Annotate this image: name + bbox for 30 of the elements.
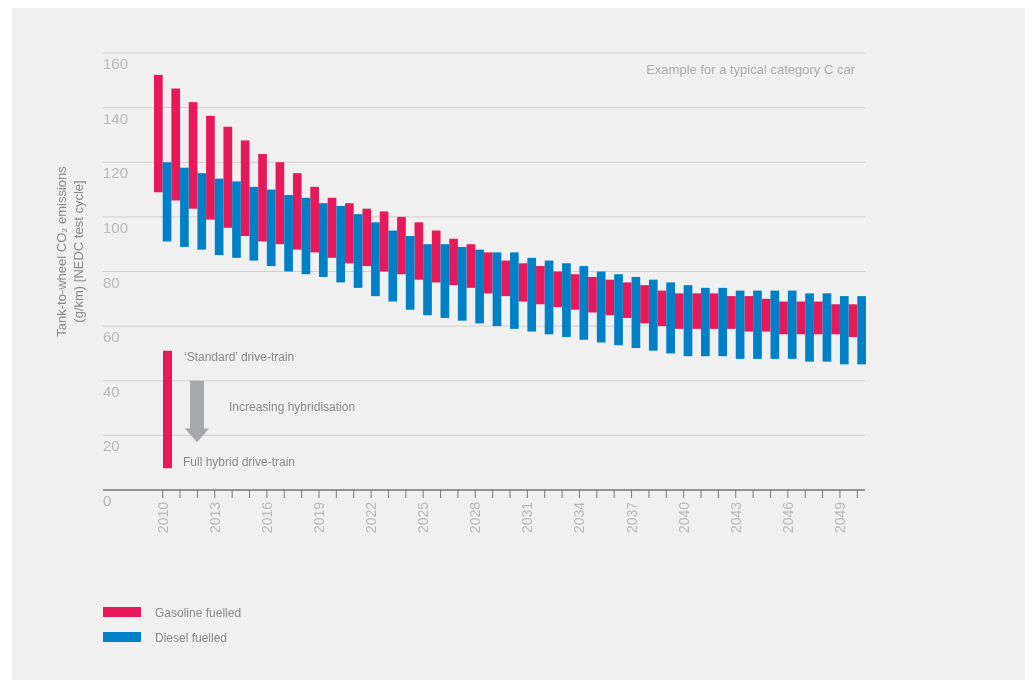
annotation: Full hybrid drive-train xyxy=(183,455,296,470)
x-tick-label: 2040 xyxy=(675,501,692,534)
x-tick-label: 2025 xyxy=(415,501,432,534)
y-tick-label: 120 xyxy=(103,164,129,182)
x-tick-label: 2028 xyxy=(467,501,484,534)
x-tick-label: 2031 xyxy=(519,501,536,534)
annotation: Increasing hybridisation xyxy=(229,399,356,414)
x-tick-label: 2013 xyxy=(206,501,223,534)
annotation: ‘Standard’ drive-train xyxy=(184,349,295,364)
x-tick-label: 2010 xyxy=(154,501,171,534)
y-tick-label: 140 xyxy=(103,109,129,127)
y-tick-label: 60 xyxy=(103,328,120,346)
y-tick-label: 100 xyxy=(103,218,129,236)
y-tick-label: 0 xyxy=(103,492,112,509)
x-tick-label: 2019 xyxy=(310,501,327,534)
x-tick-label: 2016 xyxy=(258,501,275,534)
x-tick-label: 2034 xyxy=(571,501,588,534)
legend-label: Diesel fuelled xyxy=(155,631,228,645)
x-tick-label: 2043 xyxy=(727,501,744,534)
y-tick-label: 20 xyxy=(103,437,120,455)
legend-label: Gasoline fuelled xyxy=(155,606,242,620)
x-tick-label: 2037 xyxy=(623,501,640,534)
y-tick-label: 80 xyxy=(103,273,120,291)
y-tick-label: 40 xyxy=(103,382,120,400)
y-tick-label: 160 xyxy=(103,55,129,72)
y-axis-title: Tank-to-wheel CO₂ emissions (g/km) [NEDC test cycle] xyxy=(54,165,86,337)
annotation: Example for a typical category C car xyxy=(646,62,856,77)
x-tick-label: 2046 xyxy=(779,501,796,534)
x-tick-label: 2022 xyxy=(363,501,380,534)
x-tick-label: 2049 xyxy=(831,501,848,534)
